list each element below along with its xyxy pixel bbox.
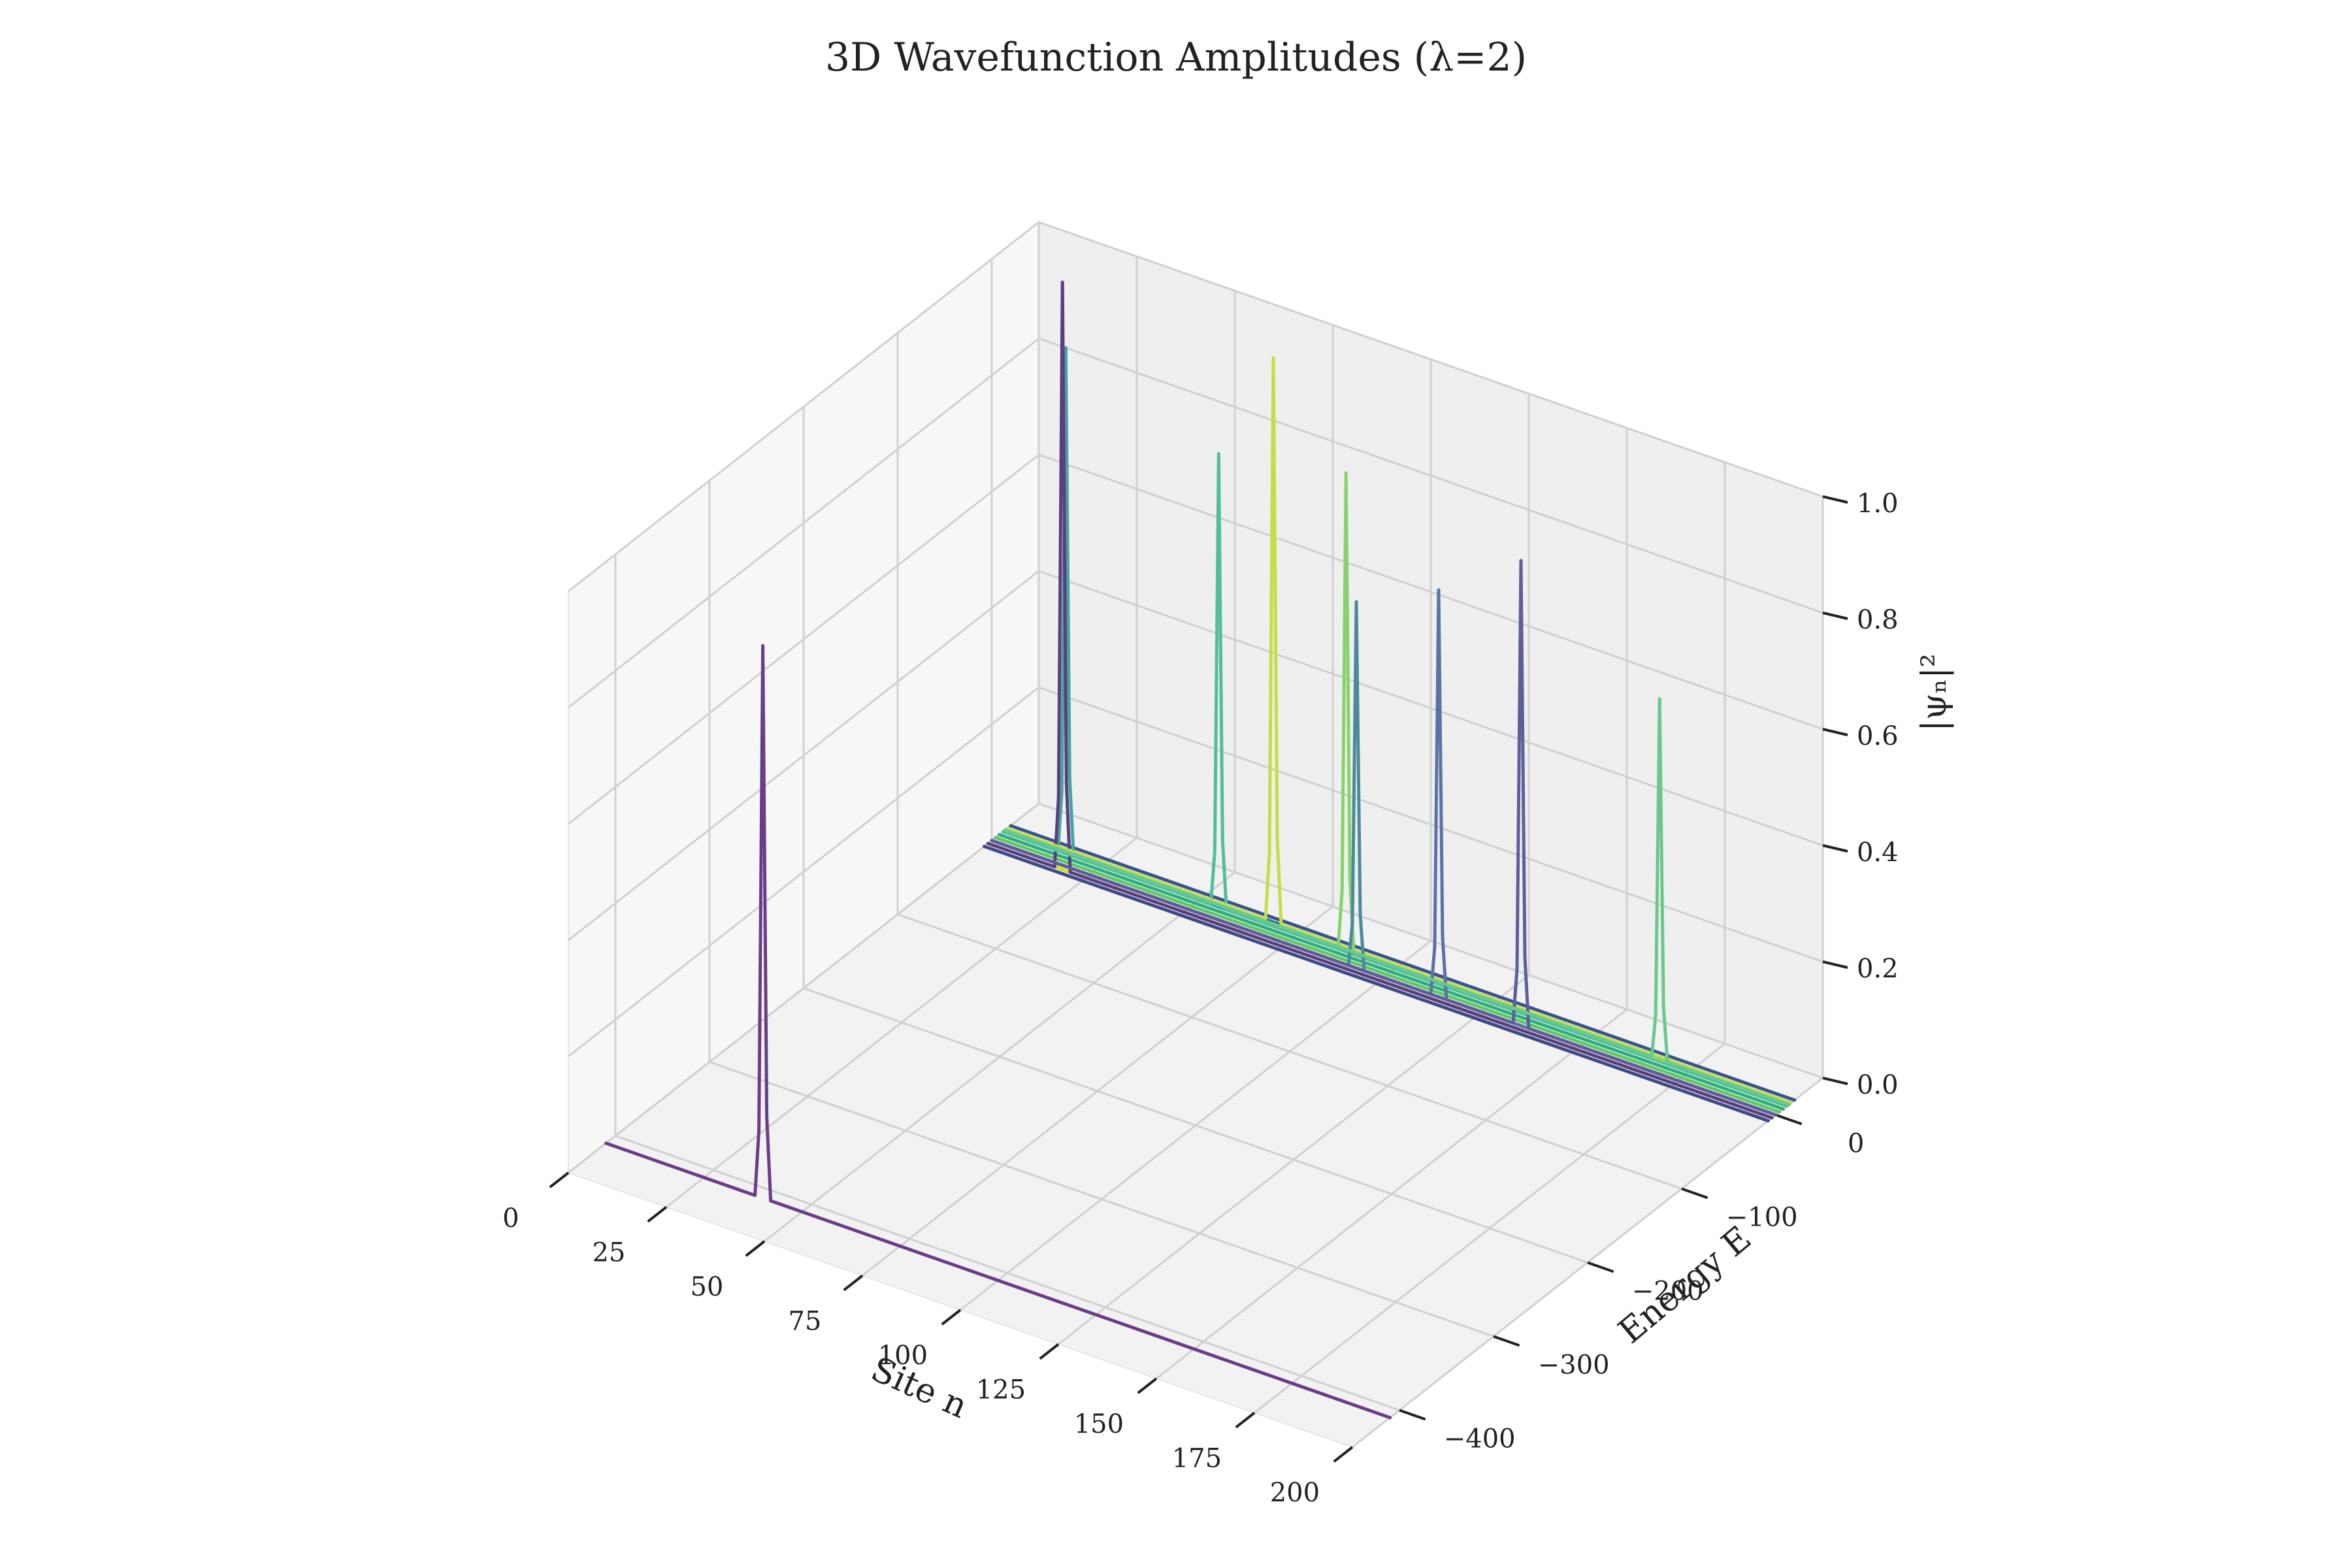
- z-tick-label: 0.8: [1857, 605, 1899, 635]
- y-tick-label: −200: [1632, 1276, 1704, 1306]
- z-tick-mark: [1822, 844, 1848, 853]
- z-tick-label: 0.2: [1857, 954, 1899, 984]
- y-tick-label: 0: [1848, 1128, 1864, 1158]
- x-tick-mark: [941, 1309, 962, 1326]
- chart-title: 3D Wavefunction Amplitudes (λ=2): [825, 35, 1527, 80]
- x-tick-label: 75: [788, 1307, 821, 1337]
- series-baseline: [1009, 824, 1797, 1102]
- y-tick-label: −100: [1726, 1202, 1798, 1232]
- x-tick-mark: [1235, 1411, 1256, 1429]
- z-tick-mark: [1822, 728, 1848, 736]
- grid-line-z: [568, 686, 1823, 1058]
- series-line-4: [1001, 451, 1789, 1108]
- x-tick-mark: [745, 1240, 766, 1257]
- x-tick-mark: [1039, 1343, 1060, 1360]
- y-tick-mark: [1587, 1261, 1614, 1273]
- z-tick-mark: [1822, 960, 1848, 969]
- x-tick-mark: [647, 1205, 668, 1223]
- panes: [566, 220, 1825, 1448]
- x-tick-label: 25: [592, 1238, 625, 1268]
- series-group: [604, 280, 1797, 1420]
- y-tick-mark: [1681, 1187, 1708, 1200]
- x-tick-label: 200: [1270, 1478, 1320, 1508]
- ticks: 0 25 50 75 100 125 150 175 200 0 −100 −200 −300 −400 0…: [502, 489, 1898, 1508]
- x-tick-mark: [549, 1171, 570, 1188]
- series-baseline: [998, 833, 1785, 1111]
- series-line-5: [1005, 356, 1793, 1105]
- grid-line-z: [568, 802, 1823, 1174]
- x-tick-mark: [843, 1274, 864, 1292]
- x-tick-label: 125: [976, 1375, 1026, 1405]
- series-line-3: [986, 280, 1774, 1120]
- grid-line-z: [568, 221, 1823, 593]
- x-tick-mark: [1333, 1446, 1354, 1463]
- z-tick-label: 1.0: [1857, 489, 1899, 519]
- y-tick-mark: [1399, 1409, 1426, 1421]
- series-line-1: [604, 644, 1392, 1420]
- x-tick-label: 175: [1172, 1444, 1222, 1474]
- z-tick-label: 0.4: [1857, 838, 1899, 868]
- y-tick-label: −400: [1444, 1424, 1516, 1454]
- z-tick-label: 0.0: [1857, 1070, 1899, 1100]
- y-tick-mark: [1493, 1335, 1520, 1347]
- grid-line-z: [568, 570, 1823, 941]
- series-baseline: [994, 836, 1782, 1114]
- z-axis-label: |ψₙ|²: [1915, 653, 1954, 731]
- z-tick-mark: [1822, 1077, 1848, 1085]
- x-tick-label: 100: [878, 1341, 928, 1371]
- z-tick-mark: [1822, 612, 1848, 620]
- series-line-10: [1003, 697, 1791, 1107]
- y-tick-label: −300: [1538, 1350, 1610, 1380]
- x-tick-label: 50: [690, 1272, 723, 1302]
- series-line-9: [990, 559, 1778, 1117]
- x-tick-label: 150: [1074, 1409, 1124, 1439]
- grid-line-z: [568, 337, 1823, 709]
- gridlines: [568, 221, 1824, 1448]
- x-tick-mark: [1137, 1377, 1158, 1394]
- series-baseline: [983, 845, 1770, 1122]
- x-tick-label: 0: [502, 1203, 519, 1233]
- y-tick-mark: [1775, 1113, 1803, 1126]
- z-tick-mark: [1822, 495, 1848, 504]
- z-tick-label: 0.6: [1857, 721, 1899, 751]
- grid-line-z: [568, 453, 1823, 825]
